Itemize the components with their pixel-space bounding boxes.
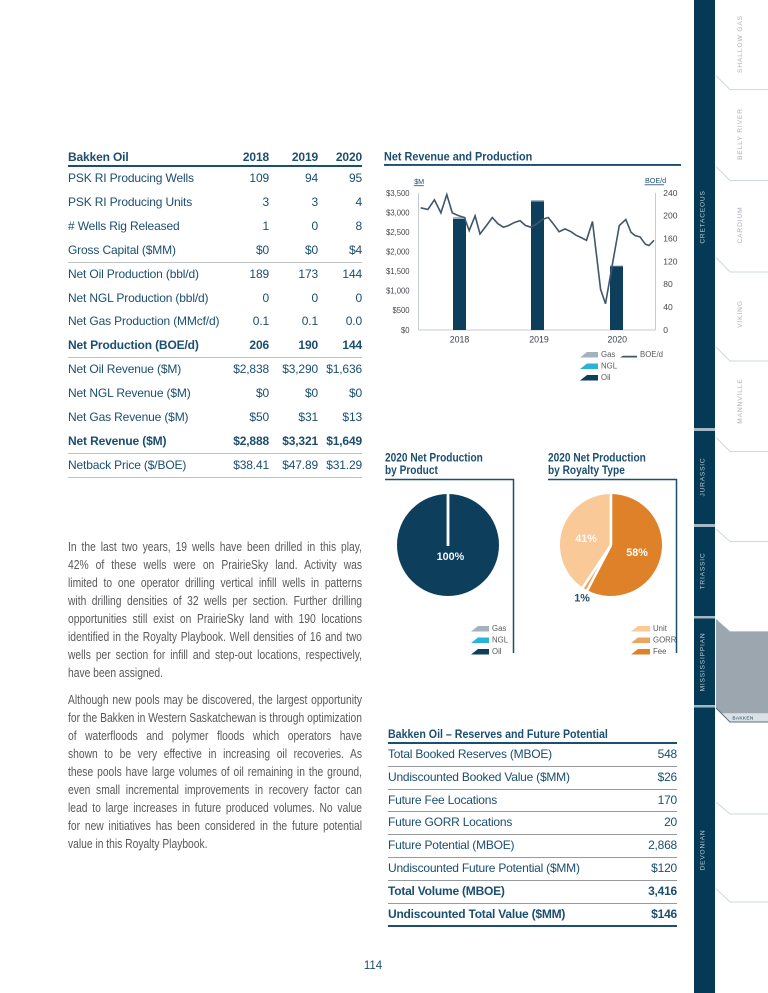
svg-text:$1,500: $1,500 [386, 267, 410, 276]
svg-text:Oil: Oil [492, 647, 502, 656]
svg-text:$1,000: $1,000 [386, 286, 410, 295]
svg-text:2018: 2018 [450, 335, 470, 345]
svg-text:BOE/d: BOE/d [640, 350, 663, 359]
svg-text:2019: 2019 [529, 335, 549, 345]
svg-text:$2,000: $2,000 [386, 247, 410, 256]
svg-text:Fee: Fee [653, 647, 666, 656]
svg-text:100%: 100% [437, 551, 465, 563]
svg-text:CRETACEOUS: CRETACEOUS [700, 190, 707, 243]
svg-text:by Royalty Type: by Royalty Type [548, 464, 625, 477]
svg-text:240: 240 [663, 188, 677, 198]
svg-text:$3,000: $3,000 [386, 208, 410, 217]
svg-text:160: 160 [663, 234, 677, 244]
svg-text:40: 40 [663, 302, 673, 312]
svg-text:Net Revenue and Production: Net Revenue and Production [384, 151, 532, 163]
svg-text:GORR: GORR [653, 636, 677, 645]
svg-text:Oil: Oil [601, 373, 611, 382]
svg-text:by Product: by Product [385, 464, 438, 477]
svg-text:$0: $0 [401, 325, 410, 334]
svg-text:VIKING: VIKING [737, 300, 744, 328]
svg-text:Gas: Gas [492, 624, 506, 633]
svg-text:BELLY RIVER: BELLY RIVER [737, 108, 744, 160]
svg-text:BAKKEN: BAKKEN [732, 715, 753, 721]
svg-text:58%: 58% [626, 547, 648, 559]
svg-text:NGL: NGL [492, 636, 509, 645]
svg-text:DEVONIAN: DEVONIAN [700, 830, 707, 871]
svg-text:2020 Net Production: 2020 Net Production [385, 452, 483, 465]
svg-text:NGL: NGL [601, 362, 618, 371]
svg-text:BOE/d: BOE/d [645, 176, 666, 185]
svg-text:Gas: Gas [601, 350, 615, 359]
svg-text:200: 200 [663, 211, 677, 221]
svg-text:$2,500: $2,500 [386, 228, 410, 237]
svg-text:MANNVILLE: MANNVILLE [737, 378, 744, 423]
svg-text:41%: 41% [575, 533, 597, 545]
svg-text:$M: $M [414, 177, 424, 186]
svg-text:SHALLOW GAS: SHALLOW GAS [737, 15, 744, 73]
svg-text:$500: $500 [392, 306, 409, 315]
svg-text:2020 Net Production: 2020 Net Production [548, 452, 646, 465]
svg-text:TRIASSIC: TRIASSIC [700, 553, 707, 590]
svg-text:Unit: Unit [653, 624, 668, 633]
svg-text:120: 120 [663, 256, 677, 266]
svg-text:2020: 2020 [608, 335, 628, 345]
svg-text:1%: 1% [574, 593, 590, 605]
svg-text:80: 80 [663, 279, 673, 289]
svg-text:JURASSIC: JURASSIC [700, 457, 707, 496]
svg-text:MISSISSIPPIAN: MISSISSIPPIAN [700, 633, 707, 692]
svg-text:0: 0 [663, 325, 668, 335]
svg-text:CARDIUM: CARDIUM [737, 206, 744, 243]
svg-text:$3,500: $3,500 [386, 188, 410, 197]
